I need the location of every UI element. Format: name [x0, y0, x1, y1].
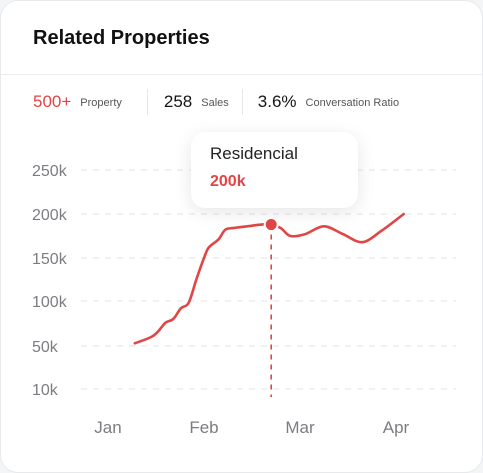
y-tick-label: 250k: [32, 163, 68, 180]
x-tick-label: Apr: [383, 418, 410, 437]
stats-row: 500+ Property 258 Sales 3.6% Conversatio…: [1, 89, 482, 115]
stats-divider: [241, 89, 243, 115]
tooltip-label: Residencial: [210, 144, 298, 163]
y-tick-label: 100k: [32, 294, 68, 311]
y-tick-label: 10k: [32, 382, 59, 399]
tooltip-value: 200k: [210, 173, 246, 190]
stat-sales: 258 Sales: [164, 92, 229, 112]
y-tick-label: 200k: [32, 207, 68, 224]
stat-property-label: Property: [80, 97, 122, 109]
x-tick-label: Feb: [189, 418, 218, 437]
card-title: Related Properties: [33, 27, 210, 49]
highlight-point: [263, 217, 279, 233]
card-header: Related Properties: [1, 1, 482, 75]
stat-conversion-value: 3.6%: [257, 92, 297, 111]
stat-conversion: 3.6% Conversation Ratio: [258, 92, 399, 112]
x-tick-label: Mar: [285, 418, 315, 437]
stat-sales-value: 258: [163, 92, 193, 111]
chart-tooltip: Residencial 200k: [191, 132, 358, 208]
x-tick-label: Jan: [94, 418, 121, 437]
y-tick-label: 150k: [32, 251, 68, 268]
stat-sales-label: Sales: [201, 97, 229, 109]
stat-property-value: 500+: [33, 92, 72, 111]
stats-divider: [146, 89, 148, 115]
stat-conversion-label: Conversation Ratio: [305, 97, 400, 109]
stat-property: 500+ Property: [33, 92, 122, 112]
series-line: [133, 212, 405, 345]
y-tick-label: 50k: [32, 339, 59, 356]
